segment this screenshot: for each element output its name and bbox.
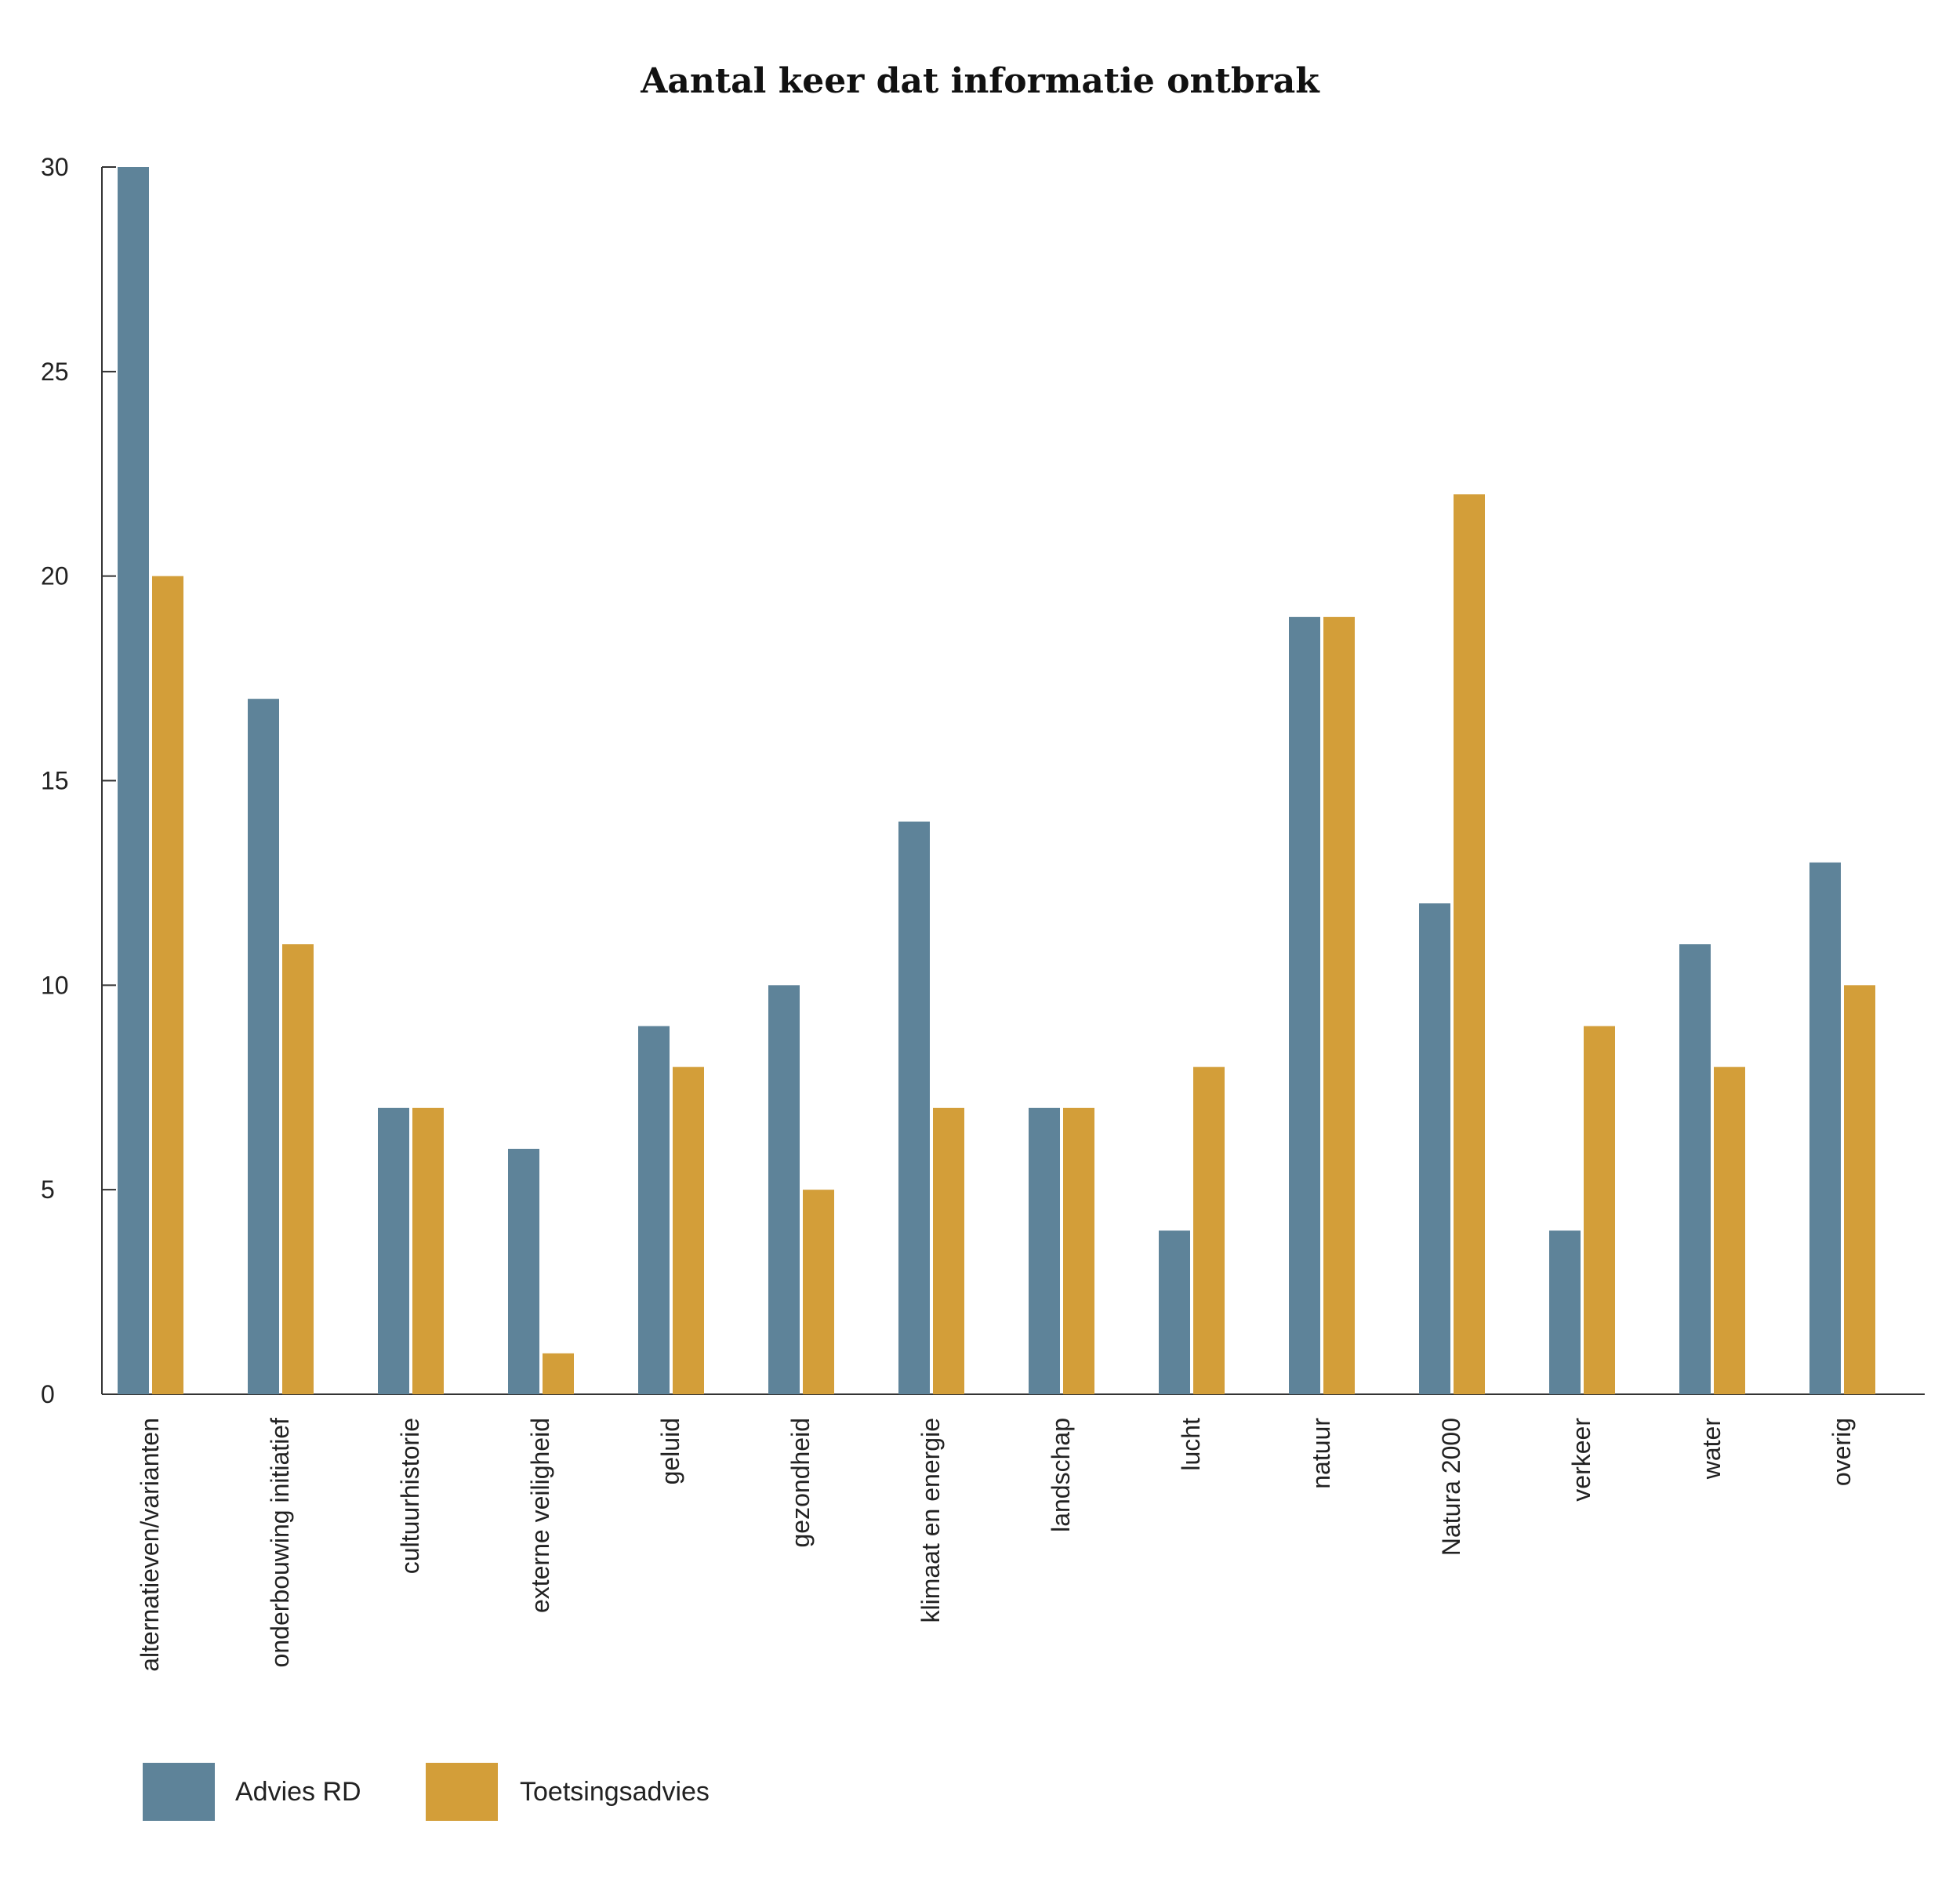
bar-toetsingsadvies: [152, 576, 183, 1394]
bar-advies-rd: [768, 985, 800, 1394]
bar-toetsingsadvies: [543, 1353, 574, 1394]
x-category-label: klimaat en energie: [916, 1418, 945, 1622]
x-category-label: landschap: [1047, 1418, 1075, 1532]
bar-advies-rd: [898, 821, 930, 1394]
bar-advies-rd: [1419, 903, 1450, 1394]
bar-toetsingsadvies: [1193, 1066, 1225, 1394]
y-tick-label: 15: [41, 767, 69, 795]
x-category-label: alternatieven/varianten: [136, 1418, 164, 1672]
bar-toetsingsadvies: [1584, 1026, 1615, 1394]
bar-toetsingsadvies: [1714, 1066, 1745, 1394]
bar-advies-rd: [1809, 862, 1841, 1394]
x-category-label: cultuurhistorie: [396, 1418, 424, 1574]
bar-toetsingsadvies: [933, 1107, 964, 1394]
bar-advies-rd: [508, 1149, 539, 1394]
bar-advies-rd: [1679, 944, 1711, 1394]
x-category-label: lucht: [1177, 1418, 1205, 1471]
legend-swatch: [426, 1763, 498, 1821]
legend-label: Advies RD: [235, 1777, 361, 1807]
legend-swatch: [143, 1763, 215, 1821]
bar-advies-rd: [248, 699, 279, 1394]
x-category-label: water: [1697, 1418, 1726, 1481]
x-category-label: overig: [1828, 1418, 1856, 1486]
bar-toetsingsadvies: [282, 944, 314, 1394]
x-axis-labels: alternatieven/varianten onderbouwing init…: [136, 1418, 1856, 1672]
x-category-label: natuur: [1307, 1418, 1335, 1489]
bar-advies-rd: [378, 1107, 409, 1394]
bar-advies-rd: [638, 1026, 670, 1394]
legend-label: Toetsingsadvies: [520, 1777, 710, 1807]
y-tick-label: 10: [41, 971, 69, 999]
bar-series: [118, 167, 1875, 1395]
y-tick-label: 20: [41, 562, 69, 590]
chart-title: Aantal keer dat informatie ontbrak: [640, 61, 1320, 101]
x-category-label: geluid: [656, 1418, 684, 1484]
bar-advies-rd: [118, 167, 149, 1394]
bar-toetsingsadvies: [1063, 1107, 1094, 1394]
bar-advies-rd: [1289, 616, 1320, 1394]
bar-advies-rd: [1159, 1230, 1190, 1394]
legend: Advies RD Toetsingsadvies: [143, 1763, 710, 1821]
x-category-label: externe veiligheid: [526, 1418, 554, 1613]
x-category-label: Natura 2000: [1437, 1418, 1465, 1556]
bar-advies-rd: [1029, 1107, 1060, 1394]
y-tick-label: 30: [41, 153, 69, 181]
bar-toetsingsadvies: [673, 1066, 704, 1394]
y-tick-label: 25: [41, 358, 69, 386]
bar-toetsingsadvies: [1454, 494, 1485, 1395]
x-category-label: gezondheid: [786, 1418, 815, 1547]
x-category-label: onderbouwing initiatief: [266, 1418, 294, 1668]
y-tick-label: 0: [41, 1380, 55, 1408]
bar-toetsingsadvies: [803, 1190, 834, 1394]
bar-toetsingsadvies: [1844, 985, 1875, 1394]
bar-toetsingsadvies: [412, 1107, 444, 1394]
bar-toetsingsadvies: [1323, 616, 1355, 1394]
y-tick-label: 5: [41, 1175, 55, 1204]
x-category-label: verkeer: [1567, 1418, 1595, 1502]
y-axis: 0 5 10 15 20 25 30: [41, 153, 1925, 1408]
bar-advies-rd: [1549, 1230, 1581, 1394]
